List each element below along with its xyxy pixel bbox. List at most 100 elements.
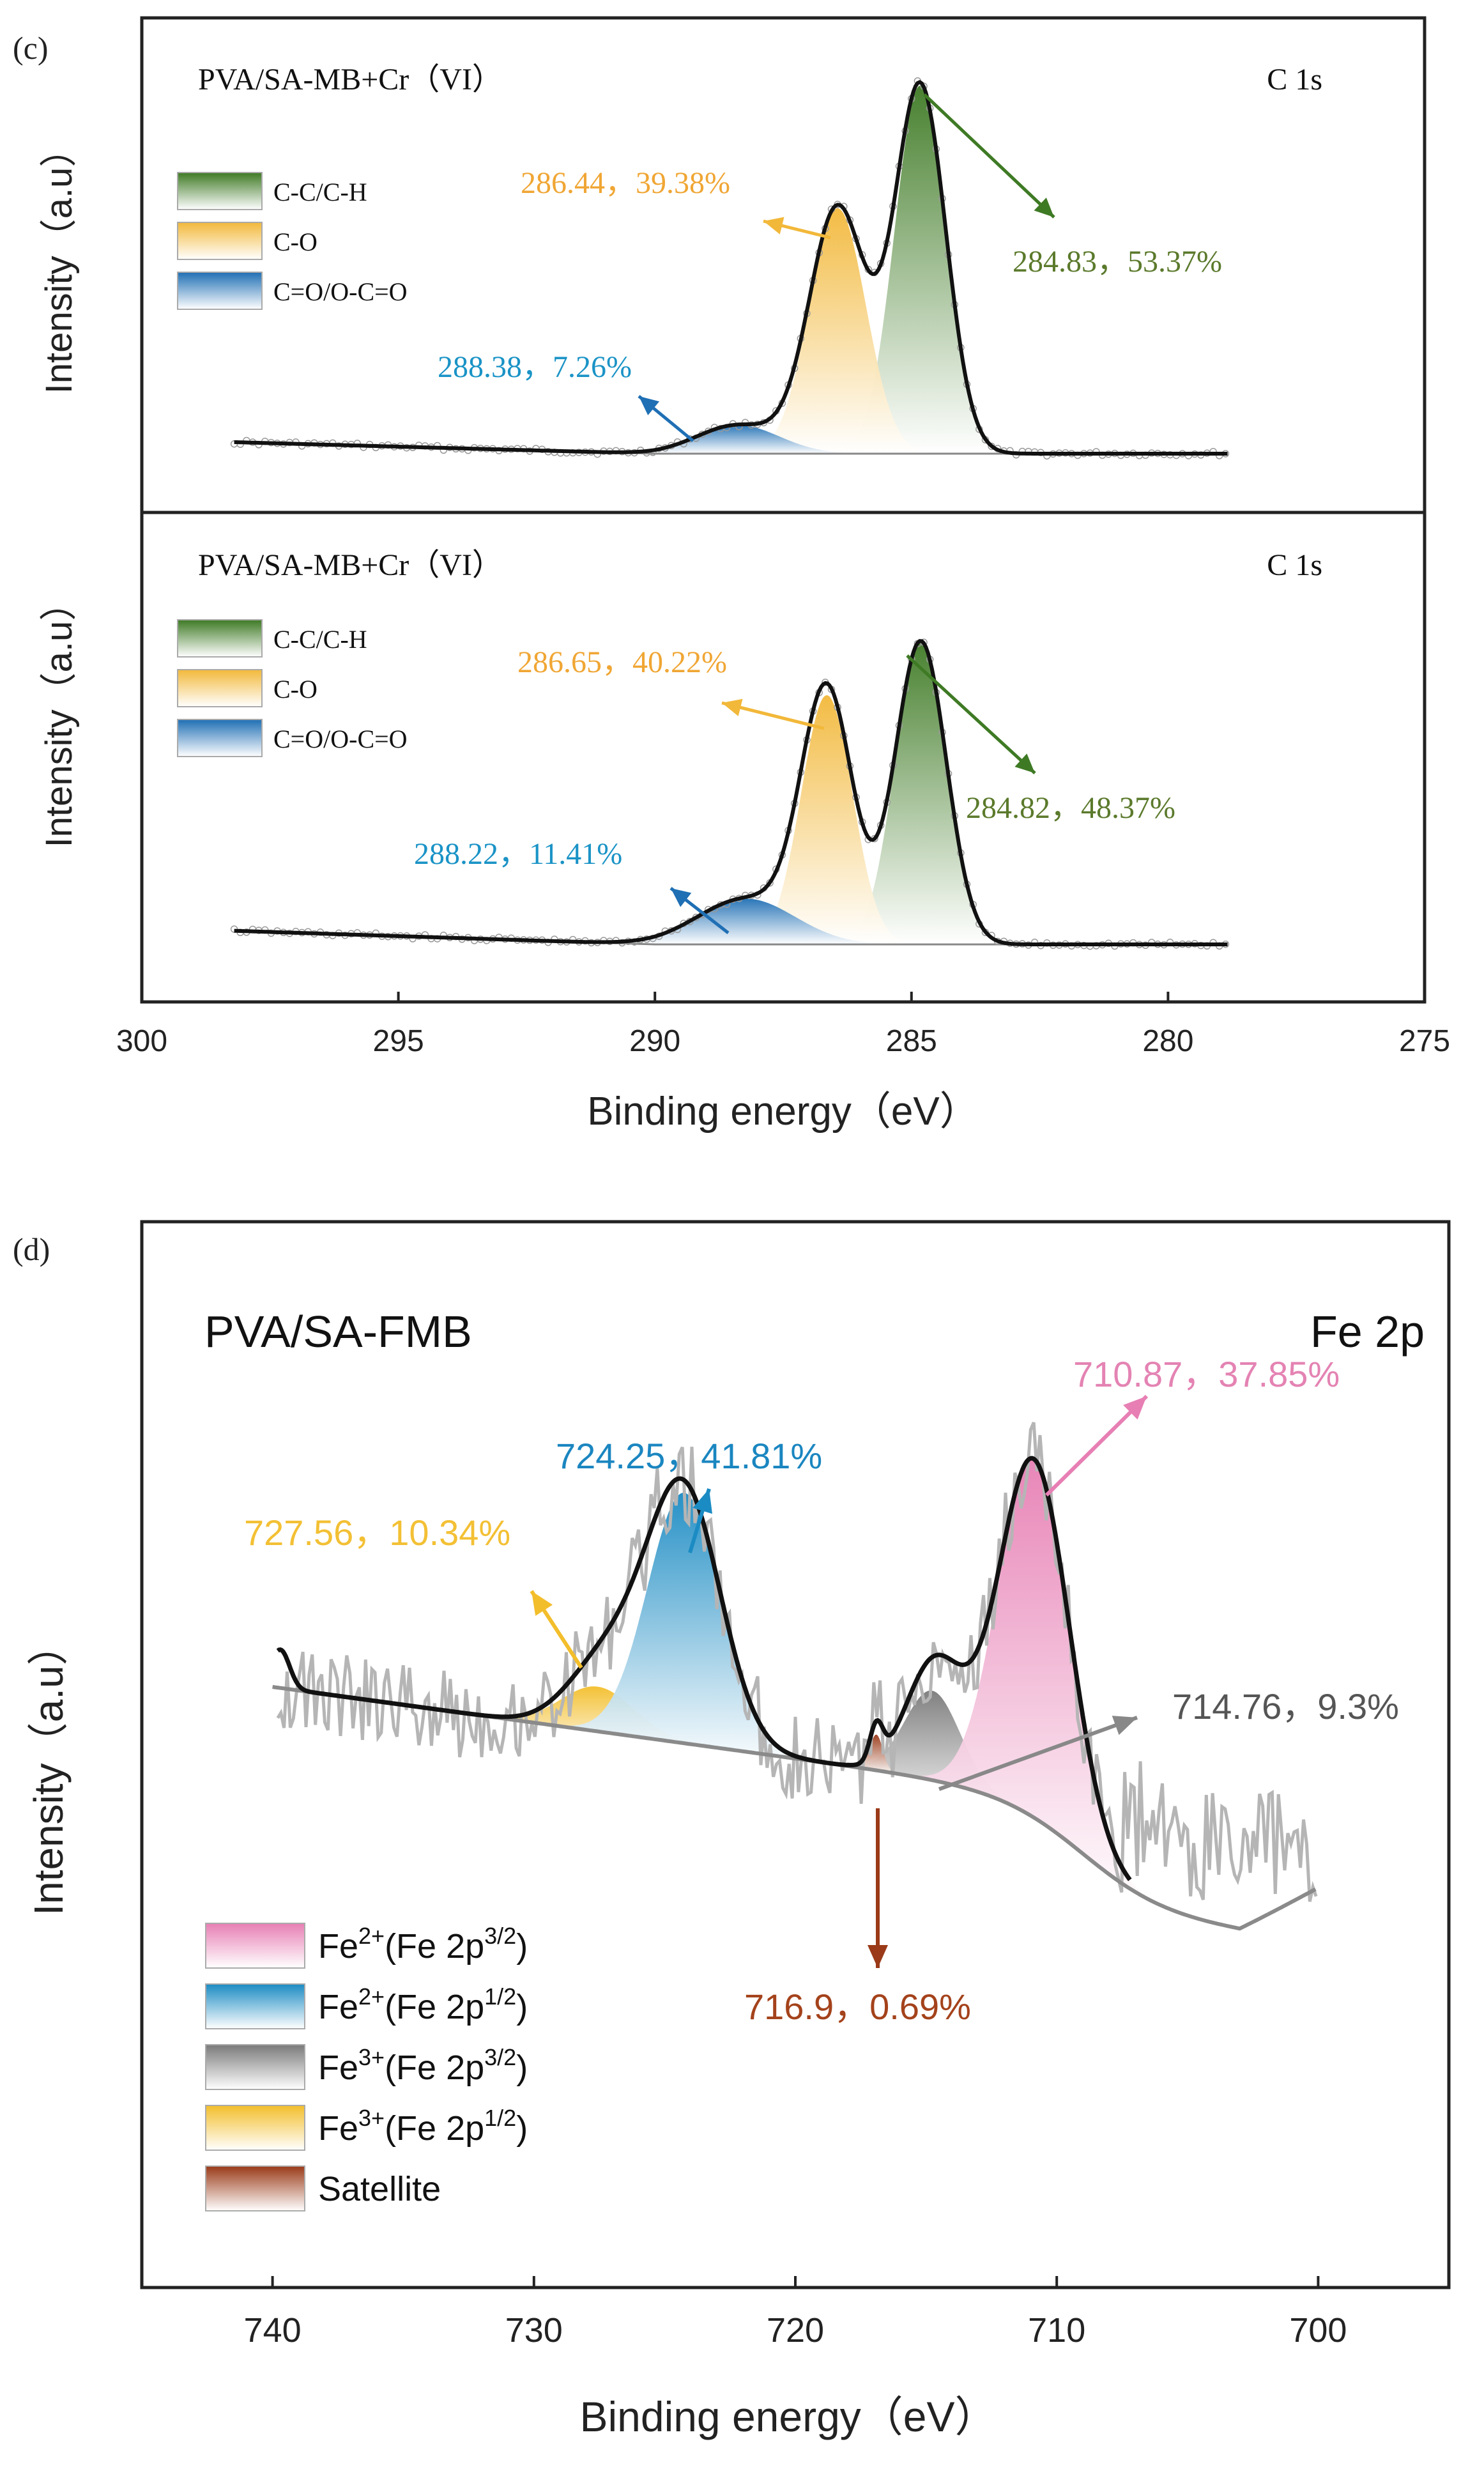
c-annotation-arrowhead	[639, 396, 660, 415]
d-x-axis-label: Binding energy（eV）	[579, 2393, 997, 2440]
d-legend-charge: 3+	[358, 2044, 385, 2070]
d-legend-label: Fe3+(Fe 2p1/2)	[318, 2105, 528, 2148]
c-legend-swatch	[177, 172, 263, 210]
d-legend-label: Satellite	[318, 2170, 441, 2208]
c-sample-title: PVA/SA-MB+Cr（VI）	[198, 63, 503, 96]
d-legend-orbital: (Fe 2p	[385, 2109, 484, 2148]
c-x-tick-label: 300	[116, 1024, 167, 1058]
d-legend-swatch	[205, 2044, 305, 2090]
d-annotation-arrowhead	[1123, 1396, 1147, 1420]
c-annotation-arrowhead	[763, 217, 784, 235]
c-element-label: C 1s	[1267, 548, 1322, 582]
d-legend-spin: 1/2	[484, 1983, 516, 2010]
c-x-tick-label: 280	[1142, 1024, 1193, 1058]
d-legend-label: Fe2+(Fe 2p3/2)	[318, 1923, 528, 1965]
d-legend-swatch	[205, 1923, 305, 1969]
c-annotation-arrowhead	[1014, 753, 1035, 773]
c-legend-swatch	[177, 272, 263, 310]
c-peak-1-co	[737, 695, 917, 944]
c-peak-label: 286.65，40.22%	[517, 645, 727, 679]
c-peak-label: 288.38，7.26%	[438, 350, 632, 384]
d-fit-envelope	[276, 1456, 1132, 1881]
d-plot-area: 710.87，37.85% 724.25，41.81% 714.76，9.3% 727…	[244, 1354, 1399, 2027]
c-sample-title: PVA/SA-MB+Cr（VI）	[198, 548, 503, 582]
c-fit-envelope	[234, 80, 1228, 456]
c-bottom-y-axis-label: Intensity（a.u）	[38, 584, 80, 848]
d-x-axis: 740 730 720 710 700	[244, 2276, 1347, 2350]
c-x-axis: 300 295 290 285 280 275	[116, 992, 1450, 1058]
panel-d-letter: (d)	[13, 1231, 50, 1267]
d-element-label: Fe 2p	[1310, 1307, 1425, 1357]
c-element-label: C 1s	[1267, 63, 1322, 96]
c-peak-0-co	[738, 208, 937, 454]
d-legend-charge: 3+	[358, 2105, 385, 2131]
d-x-tick-label: 730	[505, 2311, 563, 2350]
d-legend-spin: 3/2	[484, 2044, 516, 2070]
d-legend-swatch	[205, 1983, 305, 2029]
d-legend-base: Fe	[318, 2109, 358, 2148]
c-peak-label: 284.82，48.37%	[966, 791, 1175, 825]
panel-d: (d) 710.87，37.85% 724.25，41.81% 714.76，9.3…	[13, 1220, 1451, 2440]
c-peak-label: 288.22，11.41%	[414, 837, 622, 871]
c-top-subplot: PVA/SA-MB+Cr（VI） C 1s C-C/C-H C-O C=O/O-C=O 2…	[177, 63, 1322, 460]
c-peak-0-ccch	[830, 86, 1010, 454]
c-annotation-arrow	[923, 93, 1055, 219]
d-legend-base: Fe	[318, 2049, 358, 2087]
d-x-tick-label: 710	[1028, 2311, 1085, 2350]
c-legend-label: C=O/O-C=O	[273, 277, 408, 306]
d-legend-close: )	[516, 2049, 528, 2087]
c-peak-0-cooco	[594, 425, 882, 454]
c-legend-swatch	[177, 719, 263, 757]
c-legend-swatch	[177, 222, 263, 260]
c-x-tick-label: 290	[629, 1024, 680, 1058]
d-x-tick-label: 740	[244, 2311, 302, 2350]
c-top-y-axis-label: Intensity（a.u）	[38, 130, 80, 394]
c-annotation-arrow	[906, 654, 1036, 774]
d-legend-spin: 3/2	[484, 1923, 516, 1949]
d-peak-label: 710.87，37.85%	[1073, 1354, 1340, 1394]
c-annotation-arrowhead	[671, 888, 692, 907]
d-legend-orbital: (Fe 2p	[385, 1988, 484, 2026]
d-legend-swatch	[205, 2165, 305, 2211]
d-annotation-arrow	[1044, 1394, 1149, 1497]
d-legend-base: Fe	[318, 1988, 358, 2026]
d-sample-title: PVA/SA-FMB	[204, 1307, 472, 1357]
d-x-tick-label: 720	[767, 2311, 824, 2350]
d-peak-1	[509, 1493, 861, 1768]
panel-c-frame	[140, 16, 1427, 1004]
d-legend-swatch	[205, 2105, 305, 2151]
d-legend-orbital: (Fe 2p	[385, 1927, 484, 1965]
d-peak-label: 716.9，0.69%	[744, 1987, 971, 2027]
d-legend-close: )	[516, 1927, 528, 1965]
c-peak-label: 286.44，39.38%	[521, 166, 730, 200]
d-raw-spectrum	[276, 1422, 1318, 1902]
c-legend-swatch	[177, 669, 263, 707]
c-annotation-arrowhead	[722, 698, 743, 716]
d-peak-0	[892, 1459, 1175, 1911]
c-legend-label: C-O	[273, 227, 317, 256]
d-legend-close: )	[516, 2109, 528, 2148]
c-legend-label: C-C/C-H	[273, 625, 367, 654]
d-annotation-arrow	[938, 1716, 1138, 1791]
c-legend-label: C-C/C-H	[273, 178, 367, 206]
d-peak-label: 727.56，10.34%	[244, 1512, 510, 1553]
d-peak-label: 724.25，41.81%	[556, 1436, 822, 1476]
d-legend: Fe2+(Fe 2p3/2)Fe2+(Fe 2p1/2)Fe3+(Fe 2p3/…	[205, 1923, 528, 2211]
d-annotation-arrowhead	[1112, 1716, 1137, 1735]
d-peak-label: 714.76，9.3%	[1172, 1686, 1399, 1727]
d-x-tick-label: 700	[1289, 2311, 1347, 2350]
d-legend-label: Fe3+(Fe 2p3/2)	[318, 2044, 528, 2087]
c-peak-1-ccch	[830, 641, 1011, 944]
d-legend-base: Fe	[318, 1927, 358, 1965]
d-legend-orbital: (Fe 2p	[385, 2049, 484, 2087]
d-legend-spin: 1/2	[484, 2105, 516, 2131]
c-x-tick-label: 275	[1399, 1024, 1450, 1058]
c-peak-label: 284.83，53.37%	[1013, 245, 1222, 279]
d-legend-charge: 2+	[358, 1923, 385, 1949]
c-legend-label: C=O/O-C=O	[273, 725, 408, 753]
panel-c-letter: (c)	[13, 30, 49, 66]
c-legend-label: C-O	[273, 675, 317, 704]
c-annotation-arrowhead	[1034, 197, 1054, 217]
d-annotation-arrowhead	[868, 1945, 888, 1968]
